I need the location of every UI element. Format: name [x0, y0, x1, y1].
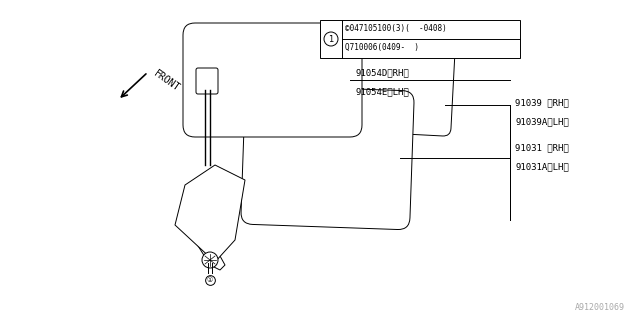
- Polygon shape: [185, 220, 225, 270]
- Circle shape: [324, 32, 338, 46]
- FancyBboxPatch shape: [320, 39, 455, 136]
- Text: ©047105100(3)(  -0408): ©047105100(3)( -0408): [345, 24, 447, 33]
- FancyBboxPatch shape: [320, 20, 520, 58]
- Text: 91054E〈LH〉: 91054E〈LH〉: [355, 87, 409, 96]
- Text: 1: 1: [328, 35, 333, 44]
- Circle shape: [202, 252, 218, 268]
- Polygon shape: [175, 165, 245, 262]
- FancyBboxPatch shape: [241, 85, 414, 229]
- Text: 91054D〈RH〉: 91054D〈RH〉: [355, 68, 409, 77]
- Text: Q710006(0409-  ): Q710006(0409- ): [345, 43, 419, 52]
- Text: 91031A〈LH〉: 91031A〈LH〉: [515, 162, 569, 171]
- FancyBboxPatch shape: [183, 23, 362, 137]
- Text: FRONT: FRONT: [152, 68, 182, 93]
- FancyBboxPatch shape: [196, 68, 218, 94]
- Text: 91039A〈LH〉: 91039A〈LH〉: [515, 117, 569, 126]
- Text: 91039 〈RH〉: 91039 〈RH〉: [515, 98, 569, 107]
- Text: ①: ①: [207, 277, 213, 283]
- Text: 91031 〈RH〉: 91031 〈RH〉: [515, 143, 569, 152]
- Text: A912001069: A912001069: [575, 303, 625, 312]
